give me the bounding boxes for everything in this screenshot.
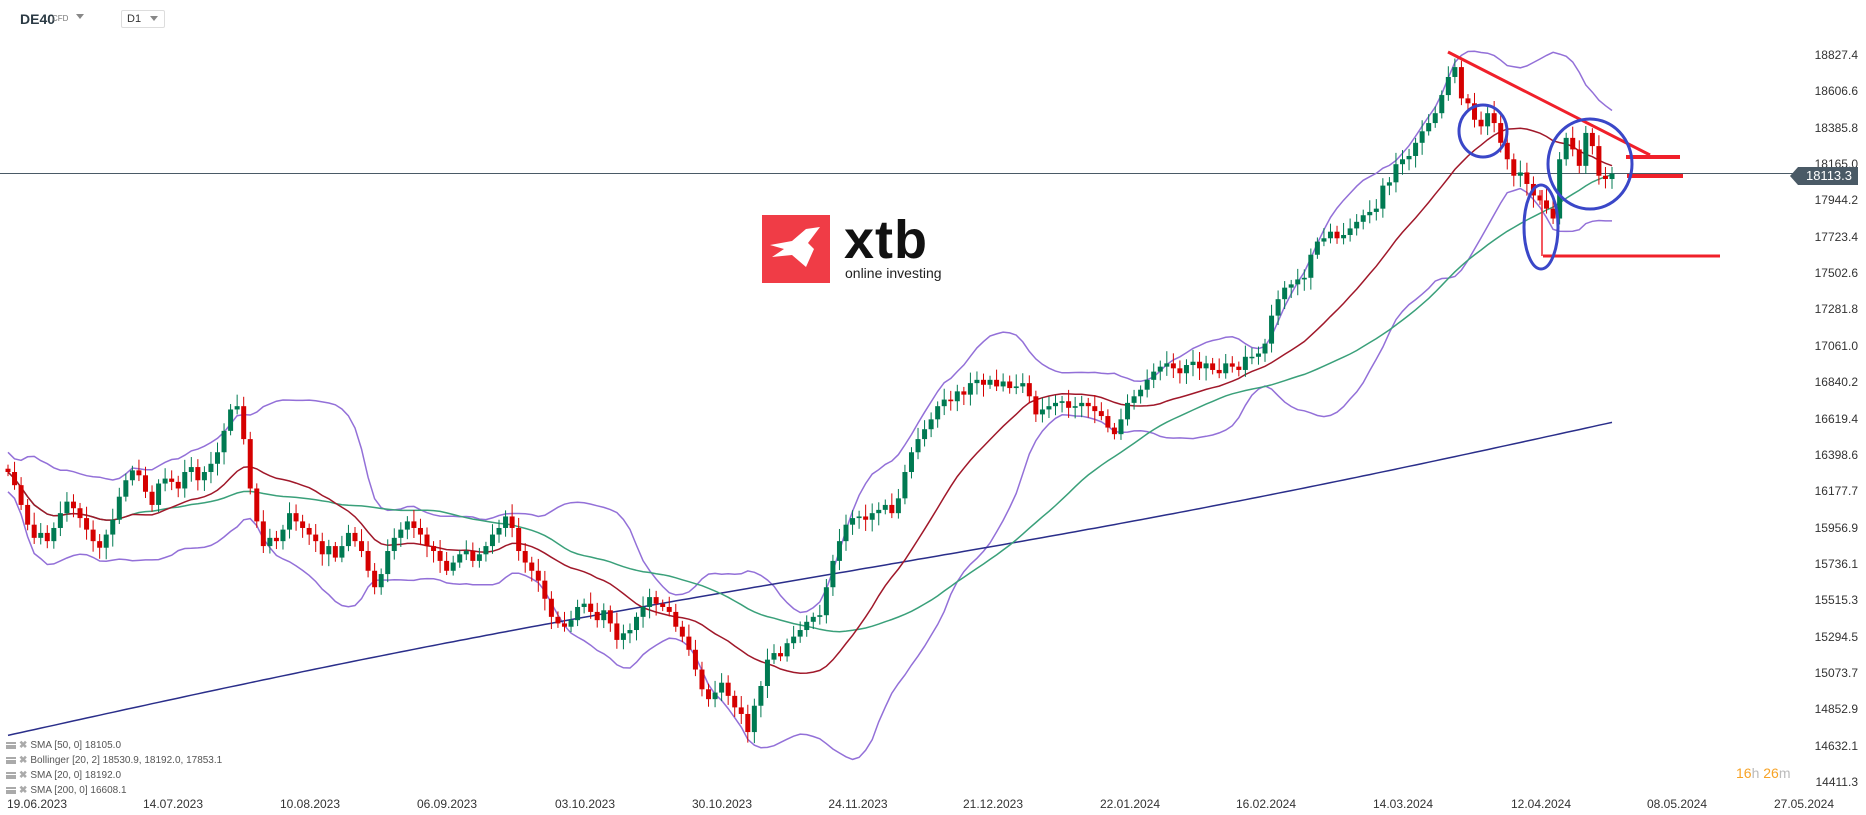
price-axis-label: 14411.3 (1815, 775, 1859, 789)
price-axis-label: 16840.2 (1814, 375, 1858, 390)
date-axis-label: 21.12.2023 (962, 797, 1024, 811)
date-axis-label: 24.11.2023 (828, 797, 888, 811)
symbol-chevron-down-icon[interactable] (76, 14, 84, 19)
symbol-type-label: CFD (52, 14, 69, 23)
price-axis-label: 17944.2 (1814, 193, 1858, 208)
logo-mark-icon (762, 215, 830, 283)
date-axis-label: 12.04.2024 (1510, 797, 1572, 811)
timeframe-value: D1 (127, 13, 142, 25)
price-axis-label: 16619.4 (1814, 411, 1858, 426)
close-icon[interactable]: ✖ (19, 770, 28, 781)
price-axis-label: 16177.7 (1814, 484, 1858, 499)
price-axis-label: 16398.6 (1814, 447, 1858, 462)
date-axis-label: 19.06.2023 (6, 797, 68, 811)
indicator-legend: ✖ SMA [50, 0] 18105.0 ✖ Bollinger [20, 2] … (6, 738, 222, 798)
logo-wordmark: xtb (844, 210, 928, 270)
date-axis-label: 27.05.2024 (1773, 797, 1835, 811)
date-axis-label: 03.10.2023 (554, 797, 616, 811)
date-axis-label: 14.03.2024 (1372, 797, 1434, 811)
price-axis-label: 15515.3 (1814, 593, 1858, 608)
price-axis-label: 15736.1 (1814, 556, 1858, 571)
date-axis-label: 14.07.2023 (142, 797, 204, 811)
chevron-down-icon (150, 16, 158, 21)
price-axis-label: 17502.6 (1814, 266, 1858, 281)
logo-tagline: online investing (845, 265, 942, 281)
current-price-tag: 18113.3 (1790, 167, 1858, 185)
menu-icon[interactable] (6, 787, 16, 794)
menu-icon[interactable] (6, 772, 16, 779)
price-axis-label: 15294.5 (1814, 629, 1858, 644)
price-axis-label: 17281.8 (1814, 302, 1858, 317)
close-icon[interactable]: ✖ (19, 740, 28, 751)
price-axis-label: 17723.4 (1814, 229, 1858, 244)
close-icon[interactable]: ✖ (19, 785, 28, 796)
symbol-selector[interactable]: DE40 (20, 11, 56, 27)
legend-sma200[interactable]: ✖ SMA [200, 0] 16608.1 (6, 783, 222, 798)
date-axis-label: 10.08.2023 (279, 797, 341, 811)
price-axis-label: 14632.1 (1814, 738, 1858, 753)
legend-sma20[interactable]: ✖ SMA [20, 0] 18192.0 (6, 768, 222, 783)
menu-icon[interactable] (6, 742, 16, 749)
date-axis-label: 30.10.2023 (691, 797, 753, 811)
menu-icon[interactable] (6, 757, 16, 764)
date-axis-label: 22.01.2024 (1099, 797, 1161, 811)
price-axis-label: 18606.6 (1814, 84, 1858, 99)
candle-countdown: 16h 26m (1736, 765, 1791, 781)
price-axis-label: 15073.7 (1814, 665, 1858, 680)
legend-bollinger[interactable]: ✖ Bollinger [20, 2] 18530.9, 18192.0, 178… (6, 753, 222, 768)
price-axis-label: 17061.0 (1814, 338, 1858, 353)
date-axis-label: 06.09.2023 (416, 797, 478, 811)
close-icon[interactable]: ✖ (19, 755, 28, 766)
price-axis-label: 18385.8 (1814, 120, 1858, 135)
price-axis-label: 18827.4 (1814, 48, 1858, 62)
xtb-logo: xtb online investing (762, 210, 992, 285)
timeframe-dropdown[interactable]: D1 (121, 10, 165, 28)
legend-sma50[interactable]: ✖ SMA [50, 0] 18105.0 (6, 738, 222, 753)
price-axis-label: 15956.9 (1814, 520, 1858, 535)
price-axis-label: 14852.9 (1814, 702, 1858, 717)
date-axis-label: 16.02.2024 (1235, 797, 1297, 811)
toolbar: DE40 CFD D1 (0, 0, 1866, 36)
date-axis-label: 08.05.2024 (1646, 797, 1708, 811)
